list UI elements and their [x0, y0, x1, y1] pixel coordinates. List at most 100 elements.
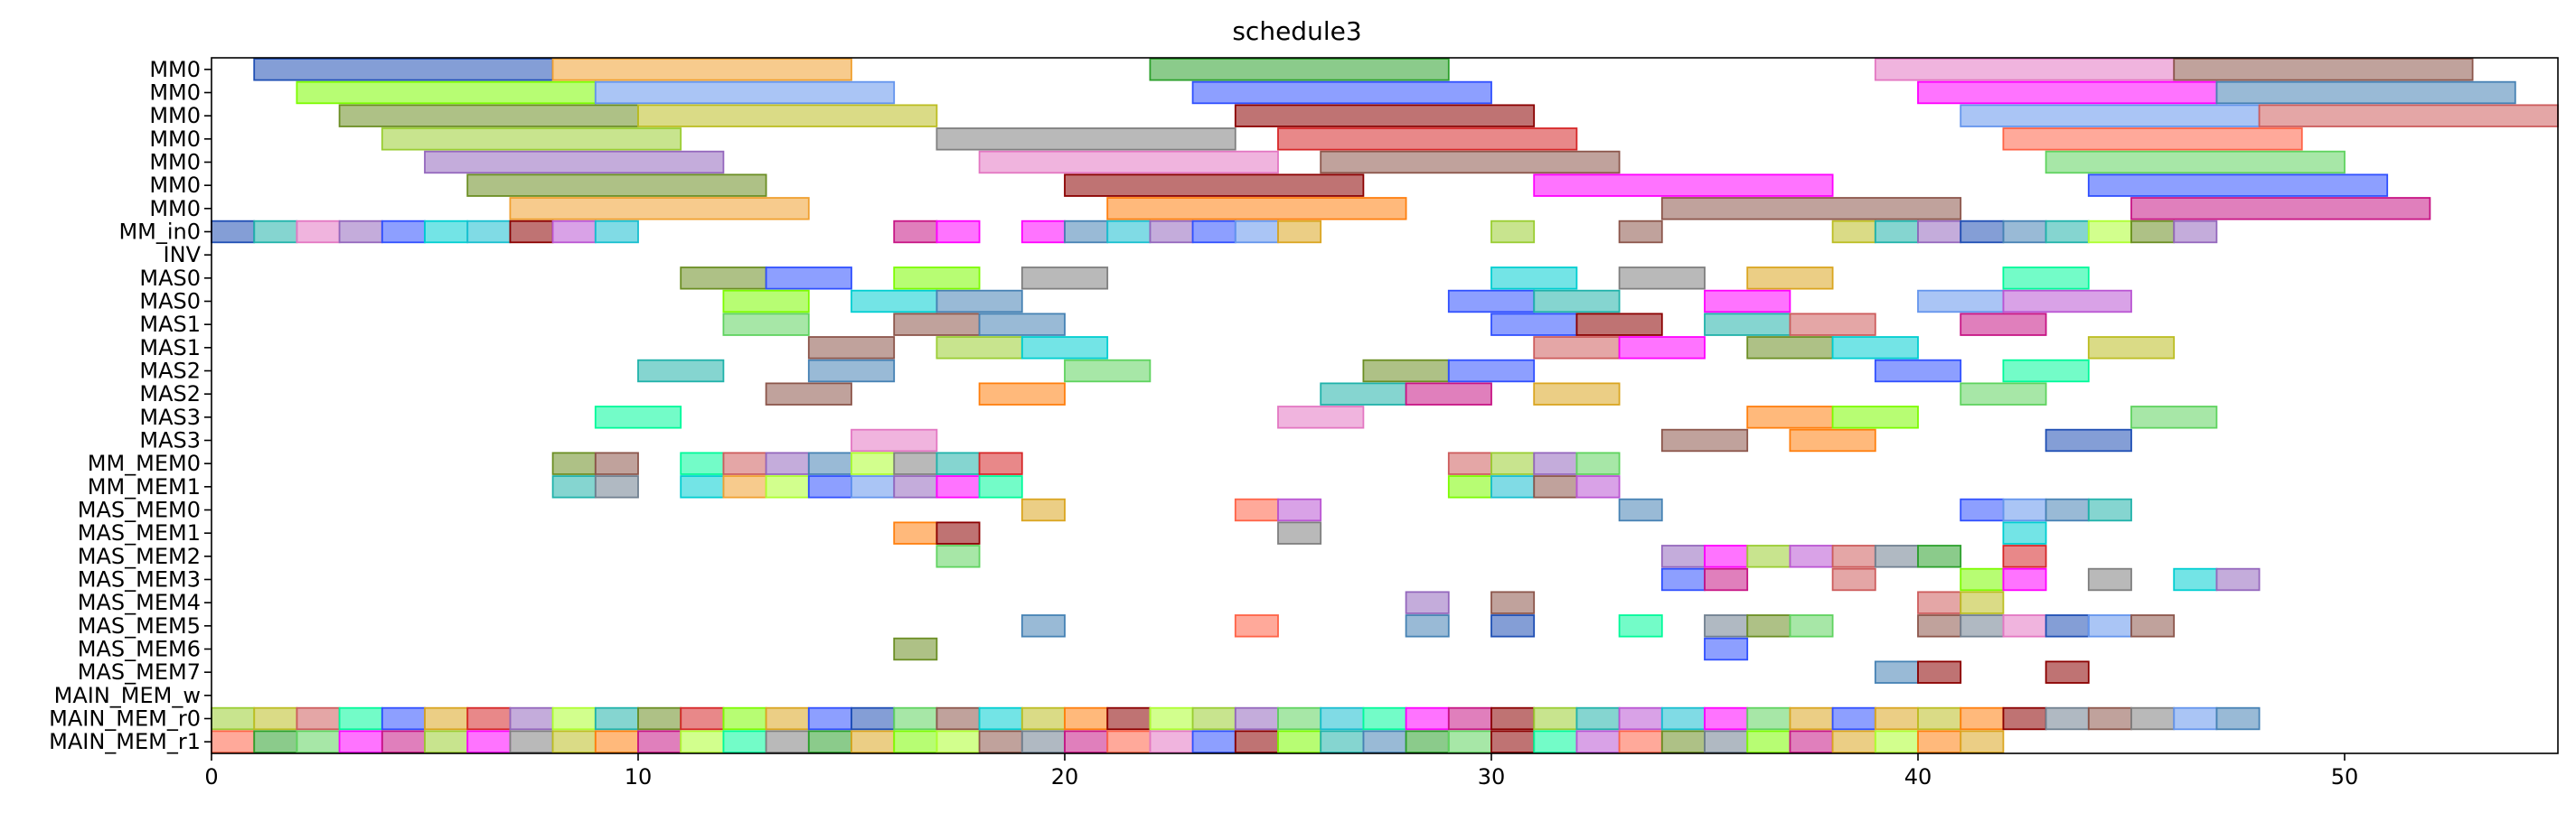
task-bar — [1704, 614, 1749, 638]
task-bar — [1704, 706, 1749, 731]
task-bar — [296, 706, 341, 731]
task-bar — [893, 452, 938, 475]
task-bar — [1704, 545, 1749, 568]
task-bar — [1831, 220, 1876, 244]
x-tick-label: 0 — [204, 764, 218, 790]
task-bar — [1789, 545, 1834, 568]
task-bar — [594, 730, 639, 753]
task-bar — [2173, 58, 2474, 81]
row-label: MAS_MEM4 — [78, 590, 201, 615]
task-bar — [1064, 173, 1365, 197]
task-bar — [1704, 730, 1749, 753]
task-bar — [2130, 220, 2176, 244]
task-bar — [466, 730, 512, 753]
task-bar — [551, 706, 597, 731]
task-bar — [765, 706, 810, 731]
task-bar — [893, 706, 938, 731]
row-label: MM0 — [149, 57, 201, 82]
task-bar — [253, 58, 554, 81]
task-bar — [1960, 567, 2005, 592]
task-bar — [1234, 730, 1279, 753]
task-bar — [2045, 428, 2132, 453]
task-bar — [1020, 336, 1109, 360]
task-bar — [1874, 545, 1919, 568]
task-bar — [1575, 452, 1621, 475]
task-bar — [1618, 336, 1706, 360]
task-bar — [978, 706, 1023, 731]
task-bar — [2215, 706, 2261, 731]
task-bar — [1490, 313, 1578, 336]
task-bar — [722, 730, 767, 753]
task-bar — [253, 220, 298, 244]
task-bar — [1660, 706, 1706, 731]
task-bar — [1960, 498, 2005, 522]
task-bar — [807, 359, 896, 383]
row-label: MAS1 — [139, 335, 201, 360]
task-bar — [551, 730, 597, 753]
task-bar — [1704, 567, 1749, 592]
task-bar — [2002, 220, 2047, 244]
task-bar — [1020, 614, 1066, 638]
task-bar — [1660, 730, 1706, 753]
task-bar — [1874, 58, 2176, 81]
task-bar — [1234, 220, 1279, 244]
task-bar — [2002, 614, 2047, 638]
task-bar — [509, 730, 554, 753]
task-bar — [338, 104, 639, 127]
task-bar — [424, 220, 469, 244]
task-bar — [1874, 730, 1919, 753]
task-bar — [1618, 220, 1663, 244]
task-bar — [1405, 614, 1450, 638]
task-bar — [851, 730, 896, 753]
task-bar — [935, 730, 981, 753]
task-bar — [680, 475, 725, 499]
x-tick-label: 20 — [1051, 764, 1079, 790]
task-bar — [381, 220, 426, 244]
row-label: MAS2 — [139, 359, 201, 384]
task-bar — [978, 475, 1023, 499]
task-bar — [1020, 706, 1066, 731]
task-bar — [807, 452, 852, 475]
task-bar — [935, 545, 981, 568]
row-label: MAS_MEM2 — [78, 544, 201, 569]
x-tick-label: 10 — [625, 764, 653, 790]
row-label: MM_MEM1 — [88, 474, 201, 500]
task-bar — [1874, 220, 1919, 244]
task-bar — [765, 452, 810, 475]
task-bar — [2173, 567, 2218, 592]
task-bar — [680, 452, 725, 475]
row-label: MM_in0 — [118, 220, 201, 245]
task-bar — [1362, 730, 1407, 753]
task-bar — [1020, 220, 1066, 244]
task-bar — [1917, 660, 1962, 684]
task-bar — [1960, 591, 2005, 614]
task-bar — [1106, 730, 1152, 753]
task-bar — [1362, 706, 1407, 731]
task-bar — [2002, 359, 2090, 383]
task-bar — [1234, 706, 1279, 731]
task-bar — [1575, 313, 1663, 336]
row-label: MM_MEM0 — [88, 451, 201, 476]
task-bar — [1234, 498, 1279, 522]
task-bar — [1064, 359, 1152, 383]
task-bar — [2087, 173, 2389, 197]
task-bar — [1960, 382, 2047, 406]
row-label: MAS_MEM7 — [78, 659, 201, 685]
task-bar — [935, 475, 981, 499]
task-bar — [2087, 567, 2132, 592]
task-bar — [1533, 730, 1578, 753]
task-bar — [211, 730, 256, 753]
task-bar — [1405, 730, 1450, 753]
task-bar — [1746, 730, 1791, 753]
task-bar — [2045, 498, 2090, 522]
task-bar — [1320, 706, 1365, 731]
row-label: MAS2 — [139, 381, 201, 406]
task-bar — [1874, 359, 1962, 383]
task-bar — [1660, 567, 1706, 592]
task-bar — [1533, 336, 1621, 360]
task-bar — [2130, 406, 2218, 429]
task-bar — [1831, 730, 1876, 753]
task-bar — [2002, 706, 2047, 731]
row-labels: MM0MM0MM0MM0MM0MM0MM0MM_in0INVMAS0MAS0MA… — [49, 57, 212, 754]
task-bar — [1533, 173, 1834, 197]
